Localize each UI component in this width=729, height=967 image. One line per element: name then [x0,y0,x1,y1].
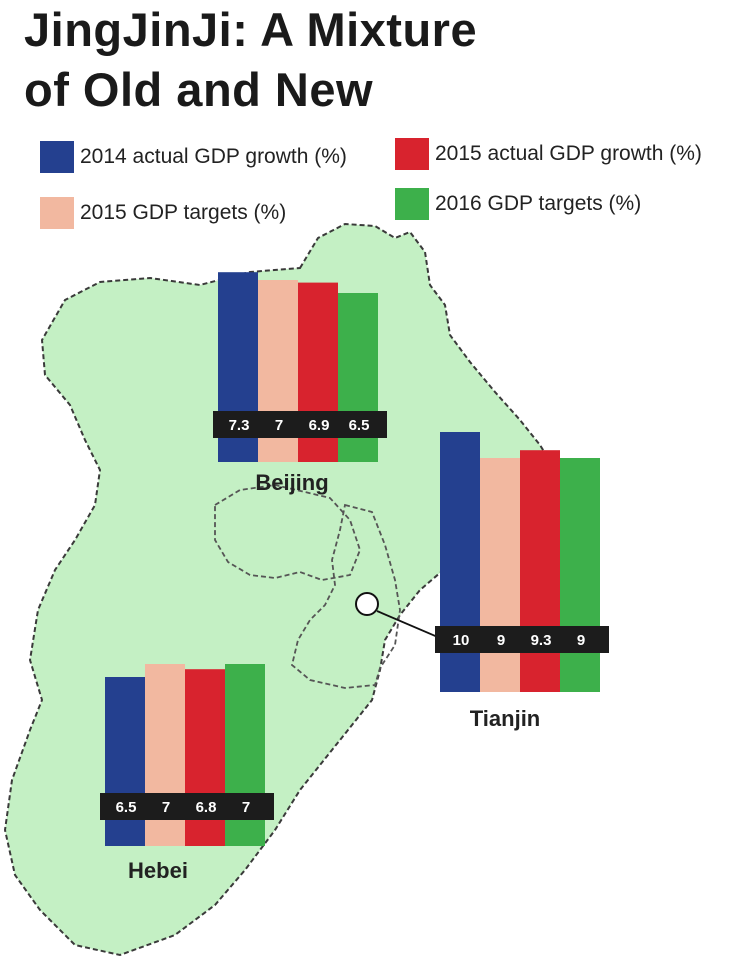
legend-swatch-2016-targets [395,188,429,220]
tianjin-boundary [290,503,401,689]
tianjin-bar-3 [520,450,560,692]
legend-swatch-2015-targets [40,197,74,229]
hebei-bar-1 [105,677,145,846]
beijing-bar-group: 7.3 7 6.9 6.5 Beijing [213,272,387,495]
tianjin-region-label: Tianjin [470,706,541,731]
tianjin-location-marker [355,592,379,616]
hebei-value-label-1: 6.5 [116,799,137,816]
tianjin-value-label-2: 9 [497,632,505,649]
legend-label-2016-targets: 2016 GDP targets (%) [435,192,642,215]
legend-item-2015-targets: 2015 GDP targets (%) [40,196,286,230]
legend-label-2015-targets: 2015 GDP targets (%) [80,201,287,224]
beijing-value-label-1: 7.3 [229,417,250,434]
tianjin-value-band [435,626,609,653]
beijing-value-label-4: 6.5 [349,417,370,434]
beijing-region-label: Beijing [255,470,328,495]
beijing-value-band [213,411,387,438]
page-title: JingJinJi: A Mixture of Old and New [24,0,714,120]
hebei-value-label-4: 7 [242,799,250,816]
title-line-1: JingJinJi: A Mixture [24,3,478,56]
legend-item-2014-actual: 2014 actual GDP growth (%) [40,140,347,174]
tianjin-leader-line [376,610,441,639]
hebei-value-band [100,793,274,820]
hebei-bar-group: 6.5 7 6.8 7 Hebei [100,664,274,883]
legend: 2014 actual GDP growth (%) 2015 GDP targ… [0,0,729,240]
legend-label-2015-actual: 2015 actual GDP growth (%) [435,142,702,165]
legend-item-2015-actual: 2015 actual GDP growth (%) [395,137,702,171]
tianjin-value-label-4: 9 [577,632,585,649]
legend-swatch-2015-actual [395,138,429,170]
legend-swatch-2014-actual [40,141,74,173]
hebei-value-label-3: 6.8 [196,799,217,816]
beijing-value-label-3: 6.9 [309,417,330,434]
legend-item-2016-targets: 2016 GDP targets (%) [395,187,641,221]
tianjin-value-label-3: 9.3 [531,632,552,649]
tianjin-bar-4 [560,458,600,692]
hebei-value-label-2: 7 [162,799,170,816]
hebei-region-label: Hebei [128,858,188,883]
beijing-value-label-2: 7 [275,417,283,434]
title-line-2: of Old and New [24,63,374,116]
tianjin-value-label-1: 10 [453,632,470,649]
tianjin-bar-2 [480,458,520,692]
legend-label-2014-actual: 2014 actual GDP growth (%) [80,145,347,168]
beijing-boundary [214,484,361,581]
tianjin-bar-group: 10 9 9.3 9 Tianjin [435,432,609,731]
